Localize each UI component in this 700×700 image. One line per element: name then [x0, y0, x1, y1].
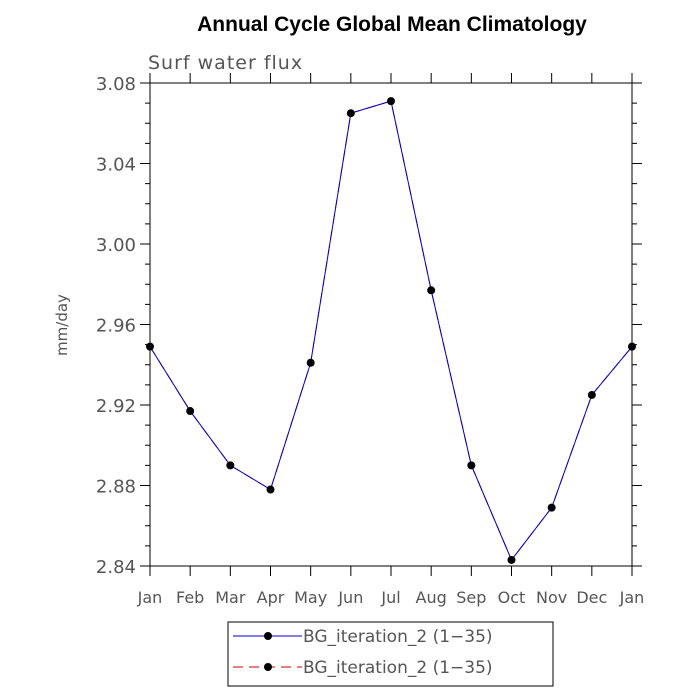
data-point: [306, 358, 315, 367]
data-point: [146, 342, 154, 351]
chart-title: Annual Cycle Global Mean Climatology: [197, 13, 587, 36]
legend-box: [227, 621, 554, 687]
x-tick-label: Oct: [498, 588, 526, 607]
x-tick-label: May: [294, 588, 327, 607]
y-tick-labels: 3.08 3.04 3.00 2.96 2.92 2.88 2.84: [96, 74, 136, 578]
x-tick-label: Jan: [137, 588, 163, 607]
data-point: [387, 97, 395, 106]
legend-marker-series-1: [264, 632, 272, 640]
data-point: [467, 461, 476, 470]
legend: BG_iteration_2 (1−35) BG_iteration_2 (1−…: [227, 621, 554, 687]
y-tick-label: 3.08: [96, 74, 136, 95]
legend-label-series-1: BG_iteration_2 (1−35): [303, 627, 493, 647]
y-axis-label: mm/day: [53, 294, 71, 356]
tick-marks: [140, 73, 642, 576]
x-tick-label: Jan: [619, 588, 645, 607]
series-line-2: [149, 100, 633, 561]
x-tick-label: Apr: [257, 588, 285, 607]
data-point: [547, 503, 556, 512]
data-point: [226, 461, 235, 470]
data-point: [507, 555, 516, 564]
y-tick-label: 2.88: [96, 477, 136, 498]
x-tick-labels: Jan Feb Mar Apr May Jun Jul Aug Sep Oct Nov Dec Jan: [137, 588, 645, 607]
data-point: [346, 109, 355, 118]
x-tick-label: Dec: [576, 588, 607, 607]
x-tick-label: Jun: [337, 588, 363, 607]
y-tick-label: 2.92: [96, 396, 136, 417]
data-point: [587, 390, 596, 399]
x-tick-label: Nov: [536, 588, 567, 607]
data-point: [628, 342, 636, 351]
chart-subtitle: Surf water flux: [148, 52, 303, 74]
data-point: [427, 286, 436, 295]
y-tick-label: 3.00: [96, 235, 136, 256]
y-tick-label: 2.84: [96, 557, 136, 578]
x-tick-label: Jul: [380, 588, 400, 607]
series-line-1: [149, 100, 633, 561]
x-tick-label: Aug: [416, 588, 447, 607]
plot-frame: [149, 82, 633, 567]
x-tick-label: Feb: [176, 588, 204, 607]
x-tick-label: Sep: [456, 588, 486, 607]
legend-label-series-2: BG_iteration_2 (1−35): [303, 658, 493, 678]
series-lines: [146, 97, 636, 564]
legend-marker-series-2: [264, 663, 272, 671]
data-point: [266, 485, 275, 494]
y-tick-label: 2.96: [96, 316, 136, 337]
x-tick-label: Mar: [215, 588, 246, 607]
y-tick-label: 3.04: [96, 155, 136, 176]
data-point: [186, 407, 195, 416]
